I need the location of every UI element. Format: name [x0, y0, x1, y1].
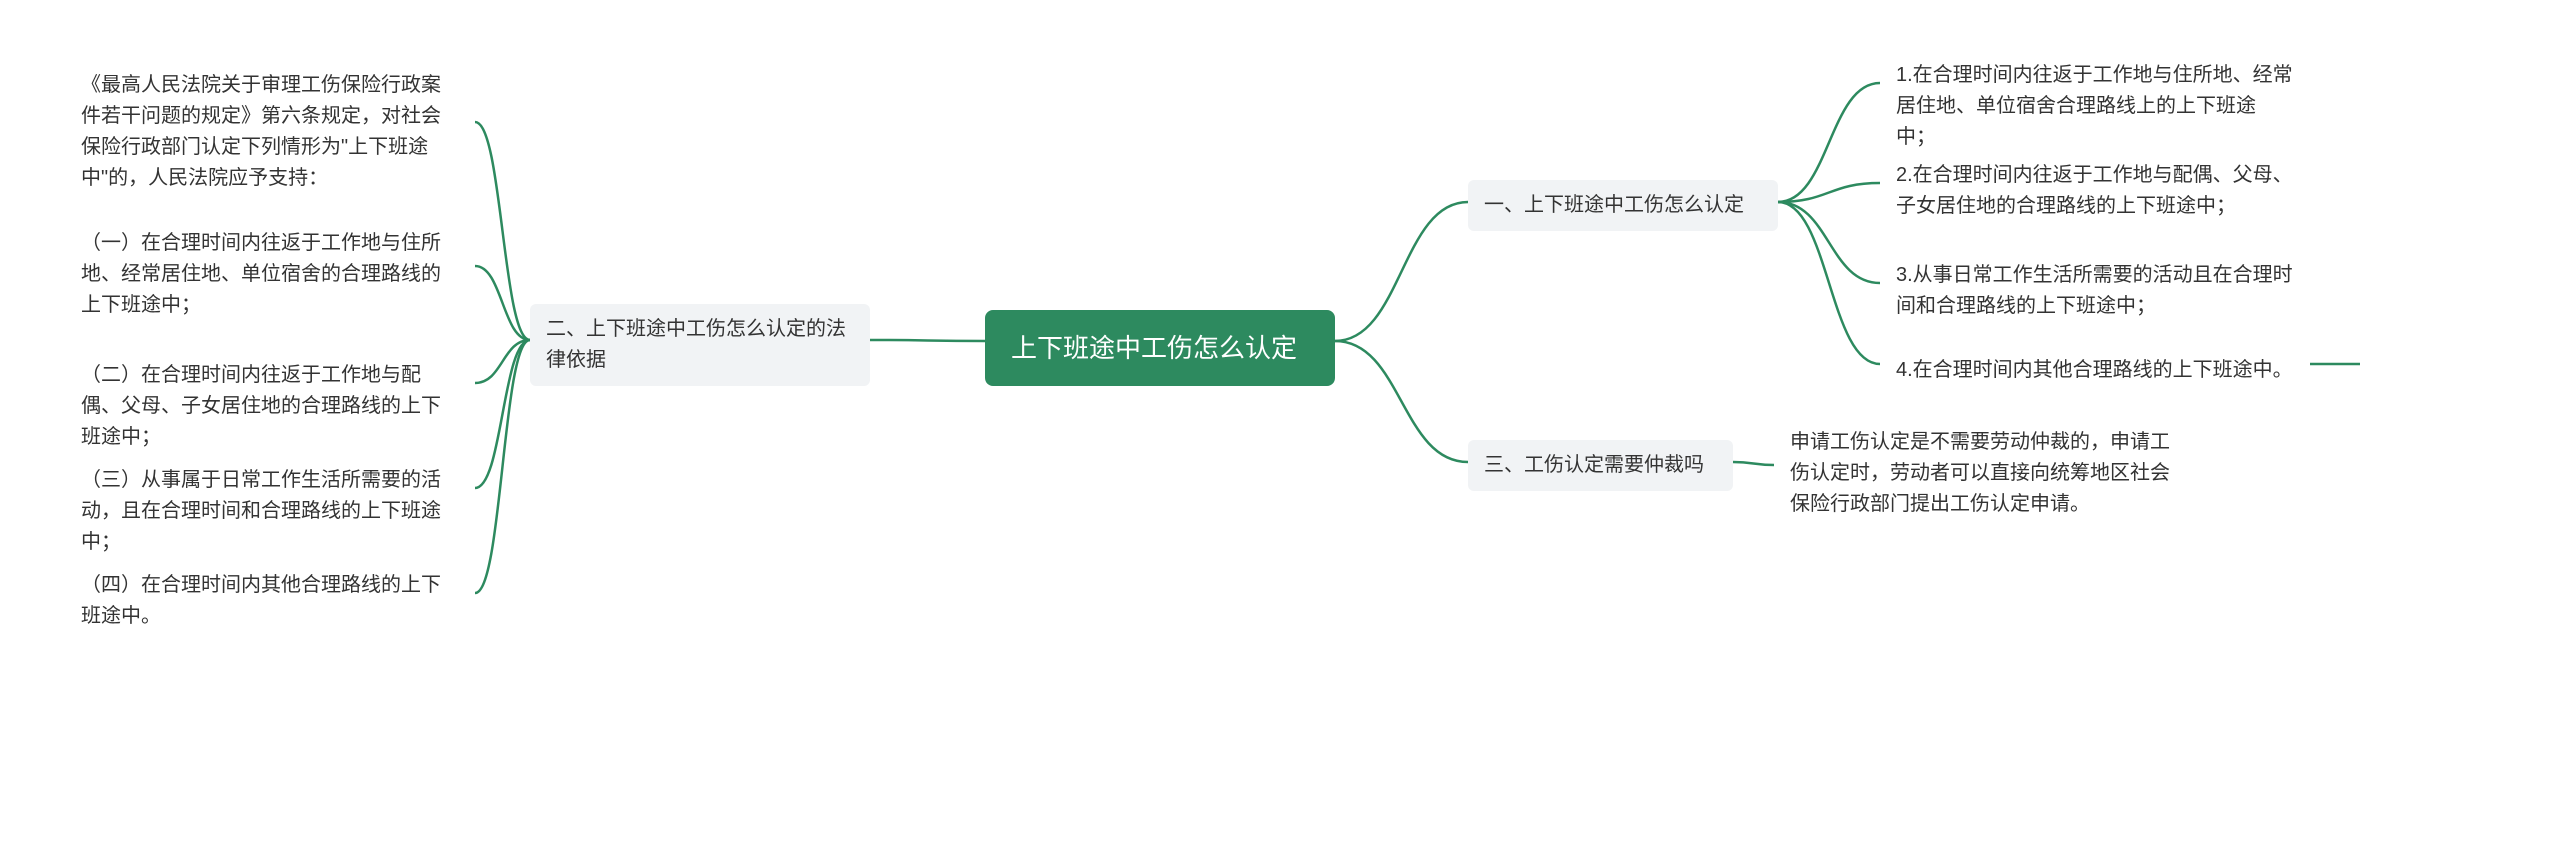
leaf-node-2-5: （四）在合理时间内其他合理路线的上下班途中。	[65, 560, 475, 642]
leaf-node-1-2: 2.在合理时间内往返于工作地与配偶、父母、子女居住地的合理路线的上下班途中；	[1880, 150, 2310, 232]
leaf-node-1-1: 1.在合理时间内往返于工作地与住所地、经常居住地、单位宿舍合理路线上的上下班途中…	[1880, 50, 2310, 163]
center-node[interactable]: 上下班途中工伤怎么认定	[985, 310, 1335, 386]
leaf-node-1-3: 3.从事日常工作生活所需要的活动且在合理时间和合理路线的上下班途中；	[1880, 250, 2310, 332]
leaf-node-2-3: （二）在合理时间内往返于工作地与配偶、父母、子女居住地的合理路线的上下班途中；	[65, 350, 475, 463]
leaf-node-2-4: （三）从事属于日常工作生活所需要的活动，且在合理时间和合理路线的上下班途中；	[65, 455, 475, 568]
branch-node-3[interactable]: 三、工伤认定需要仲裁吗	[1468, 440, 1733, 491]
branch-node-1[interactable]: 一、上下班途中工伤怎么认定	[1468, 180, 1778, 231]
branch-node-2[interactable]: 二、上下班途中工伤怎么认定的法律依据	[530, 304, 870, 386]
leaf-node-2-2: （一）在合理时间内往返于工作地与住所地、经常居住地、单位宿舍的合理路线的上下班途…	[65, 218, 475, 331]
leaf-node-1-4: 4.在合理时间内其他合理路线的上下班途中。	[1880, 345, 2310, 396]
leaf-node-3-1: 申请工伤认定是不需要劳动仲裁的，申请工伤认定时，劳动者可以直接向统筹地区社会保险…	[1774, 417, 2204, 530]
leaf-node-2-1: 《最高人民法院关于审理工伤保险行政案件若干问题的规定》第六条规定，对社会保险行政…	[65, 60, 475, 204]
